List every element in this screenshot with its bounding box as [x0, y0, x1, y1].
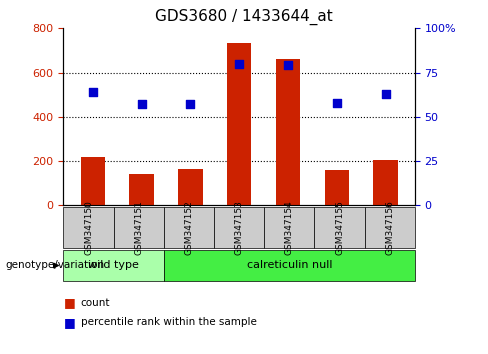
Point	[284, 63, 292, 68]
Point	[186, 102, 194, 107]
Text: GDS3680 / 1433644_at: GDS3680 / 1433644_at	[155, 9, 333, 25]
Text: calreticulin null: calreticulin null	[246, 261, 332, 270]
Bar	[325, 170, 349, 205]
Text: GSM347150: GSM347150	[84, 200, 93, 255]
Text: percentile rank within the sample: percentile rank within the sample	[81, 317, 256, 327]
Point	[89, 89, 97, 95]
Text: genotype/variation: genotype/variation	[5, 261, 104, 270]
Point	[138, 102, 145, 107]
Text: count: count	[81, 298, 110, 308]
Bar	[276, 59, 300, 205]
Text: GSM347155: GSM347155	[335, 200, 344, 255]
Bar	[178, 169, 203, 205]
Text: GSM347156: GSM347156	[385, 200, 394, 255]
Text: GSM347153: GSM347153	[235, 200, 244, 255]
Text: ■: ■	[63, 316, 75, 329]
Text: GSM347152: GSM347152	[184, 200, 193, 255]
Text: wild type: wild type	[88, 261, 139, 270]
Bar	[81, 156, 105, 205]
Text: GSM347151: GSM347151	[134, 200, 143, 255]
Point	[382, 91, 389, 97]
Bar	[129, 175, 154, 205]
Bar	[373, 160, 398, 205]
Text: ■: ■	[63, 296, 75, 309]
Text: GSM347154: GSM347154	[285, 200, 294, 255]
Point	[235, 61, 243, 67]
Point	[333, 100, 341, 105]
Bar	[227, 43, 251, 205]
